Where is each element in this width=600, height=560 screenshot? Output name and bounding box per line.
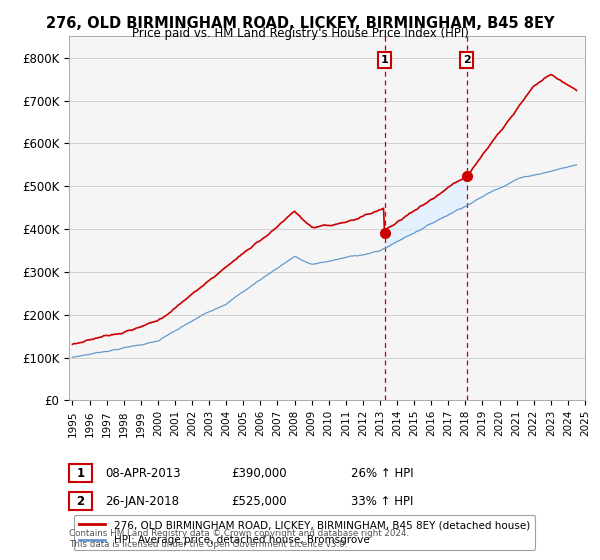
Text: £390,000: £390,000 <box>231 466 287 480</box>
Text: Contains HM Land Registry data © Crown copyright and database right 2024.
This d: Contains HM Land Registry data © Crown c… <box>69 529 409 549</box>
Text: Price paid vs. HM Land Registry's House Price Index (HPI): Price paid vs. HM Land Registry's House … <box>131 27 469 40</box>
Text: 276, OLD BIRMINGHAM ROAD, LICKEY, BIRMINGHAM, B45 8EY: 276, OLD BIRMINGHAM ROAD, LICKEY, BIRMIN… <box>46 16 554 31</box>
Legend: 276, OLD BIRMINGHAM ROAD, LICKEY, BIRMINGHAM, B45 8EY (detached house), HPI: Ave: 276, OLD BIRMINGHAM ROAD, LICKEY, BIRMIN… <box>74 515 535 550</box>
Text: 2: 2 <box>76 494 85 508</box>
Text: 26-JAN-2018: 26-JAN-2018 <box>105 494 179 508</box>
Text: 33% ↑ HPI: 33% ↑ HPI <box>351 494 413 508</box>
Text: 1: 1 <box>381 55 388 65</box>
Text: 26% ↑ HPI: 26% ↑ HPI <box>351 466 413 480</box>
Text: 1: 1 <box>76 466 85 480</box>
Text: 2: 2 <box>463 55 470 65</box>
Text: £525,000: £525,000 <box>231 494 287 508</box>
Text: 08-APR-2013: 08-APR-2013 <box>105 466 181 480</box>
